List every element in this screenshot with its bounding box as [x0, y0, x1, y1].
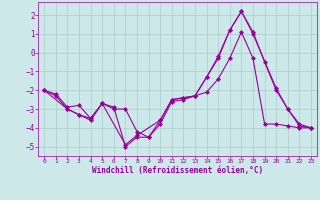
- X-axis label: Windchill (Refroidissement éolien,°C): Windchill (Refroidissement éolien,°C): [92, 166, 263, 175]
